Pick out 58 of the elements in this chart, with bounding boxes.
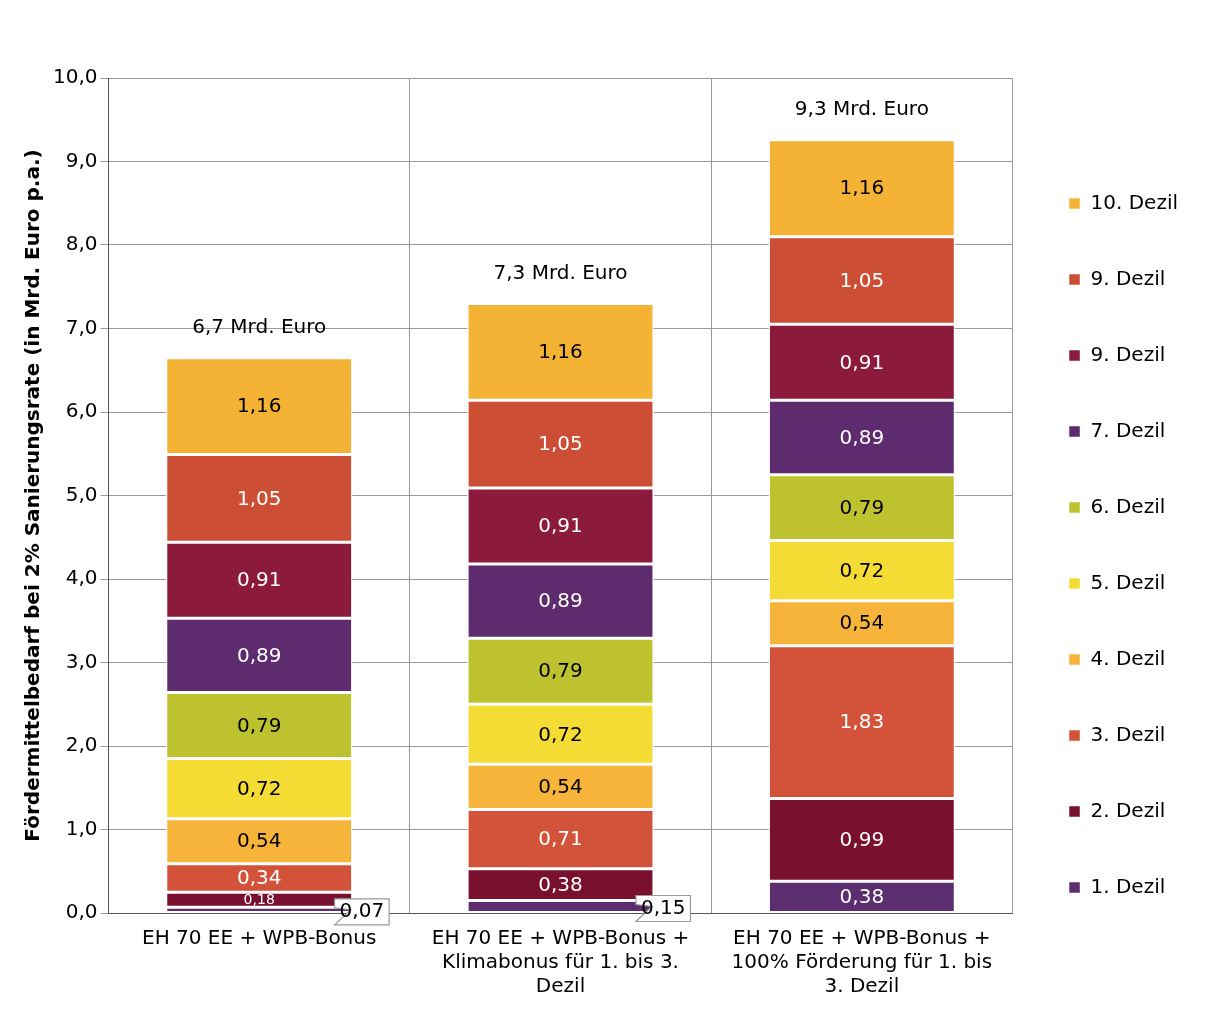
y-tick-label: 2,0: [65, 732, 98, 757]
data-label: 0,15: [640, 894, 686, 919]
data-label: 1,16: [839, 175, 885, 200]
data-label: 0,91: [839, 349, 885, 374]
y-axis-title: Fördermittelbedarf bei 2% Sanierungsrate (in Mrd. Euro p.a.): [20, 149, 45, 842]
x-tick-label: EH 70 EE + WPB-Bonus: [142, 925, 377, 950]
legend-label: 7. Dezil: [1090, 417, 1166, 442]
legend-label: 6. Dezil: [1090, 493, 1166, 518]
data-label: 0,54: [538, 774, 583, 799]
data-label: 1,16: [538, 339, 583, 364]
data-label: 0,79: [236, 712, 282, 737]
data-label: 0,54: [839, 610, 885, 635]
data-label: 0,34: [236, 865, 282, 890]
legend-label: 2. Dezil: [1090, 797, 1166, 822]
y-tick-label: 5,0: [65, 481, 98, 506]
data-label: 0,79: [538, 658, 583, 683]
data-label: 1,83: [839, 709, 885, 734]
data-label: 0,72: [839, 557, 885, 582]
legend-label: 9. Dezil: [1090, 341, 1166, 366]
y-tick-label: 1,0: [65, 815, 98, 840]
data-label: 1,05: [236, 485, 282, 510]
legend-label: 9. Dezil: [1090, 265, 1166, 290]
y-tick-label: 10,0: [53, 64, 98, 89]
legend-label: 1. Dezil: [1090, 873, 1166, 898]
data-label: 0,99: [839, 827, 885, 852]
data-label: 0,89: [538, 588, 583, 613]
data-label: 0,71: [538, 826, 583, 851]
legend-label: 10. Dezil: [1090, 189, 1178, 214]
y-tick-label: 0,0: [65, 899, 98, 924]
data-label: 0,89: [236, 642, 282, 667]
data-label: 0,91: [538, 513, 583, 538]
y-tick-label: 3,0: [65, 648, 98, 673]
data-label: 1,05: [538, 431, 583, 456]
data-label: 0,38: [538, 871, 583, 896]
legend-label: 3. Dezil: [1090, 721, 1166, 746]
x-tick-label: EH 70 EE + WPB-Bonus + Klimabonus für 1. bis 3. Dezil: [431, 925, 690, 998]
data-label: 0,79: [839, 494, 885, 519]
legend-label: 4. Dezil: [1090, 645, 1166, 670]
data-label: 0,72: [236, 775, 282, 800]
data-label: 0,38: [839, 884, 885, 909]
data-label: 0,18: [243, 891, 275, 908]
total-label: 7,3 Mrd. Euro: [493, 259, 628, 284]
y-tick-label: 4,0: [65, 565, 98, 590]
data-label: 1,05: [839, 267, 885, 292]
data-label: 1,16: [236, 393, 282, 418]
total-label: 6,7 Mrd. Euro: [192, 313, 327, 338]
y-tick-label: 7,0: [65, 314, 98, 339]
total-label: 9,3 Mrd. Euro: [794, 95, 929, 120]
y-tick-label: 8,0: [65, 231, 98, 256]
data-label: 0,89: [839, 424, 885, 449]
y-tick-label: 6,0: [65, 398, 98, 423]
legend-label: 5. Dezil: [1090, 569, 1166, 594]
data-label: 0,54: [236, 828, 282, 853]
x-tick-label: EH 70 EE + WPB-Bonus + 100% Förderung für 1. bis 3. Dezil: [731, 925, 993, 998]
data-label: 0,91: [236, 567, 282, 592]
data-label: 0,72: [538, 721, 583, 746]
data-label: 0,07: [339, 898, 385, 923]
y-tick-label: 9,0: [65, 147, 98, 172]
